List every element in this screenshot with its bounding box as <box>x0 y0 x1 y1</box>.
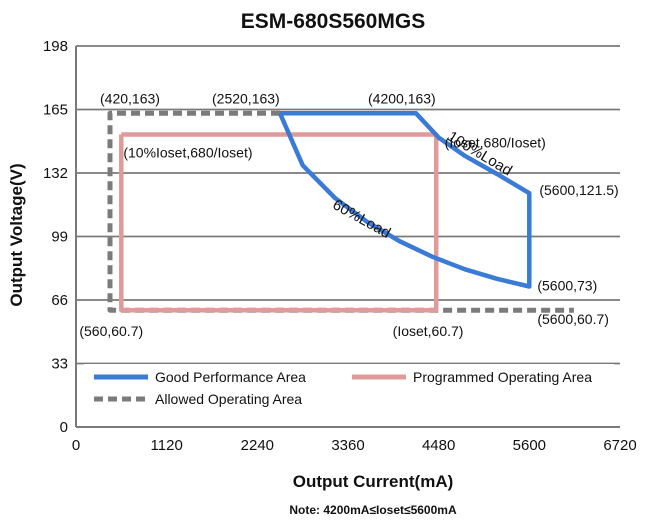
point-annotation: (560,60.7) <box>79 323 143 339</box>
point-annotation: (2520,163) <box>212 90 280 106</box>
x-axis-label: Output Current(mA) <box>293 472 454 491</box>
x-tick-label: 4480 <box>422 437 455 454</box>
x-tick-label: 6720 <box>603 437 636 454</box>
x-tick-label: 5600 <box>513 437 546 454</box>
y-ticks: 0 33 66 99 132 165 198 <box>43 38 68 436</box>
legend-label: Allowed Operating Area <box>155 391 302 407</box>
point-annotation: (Ioset,680/Ioset) <box>445 135 546 151</box>
x-tick-label: 0 <box>72 437 80 454</box>
point-annotation: (5600,60.7) <box>537 311 609 327</box>
good-performance-area-line <box>277 111 532 289</box>
point-annotation: (10%Ioset,680/Ioset) <box>123 145 252 161</box>
point-annotation: (5600,121.5) <box>539 182 618 198</box>
y-tick-label: 165 <box>43 102 68 119</box>
y-tick-label: 132 <box>43 165 68 182</box>
y-axis-label: Output Voltage(V) <box>7 163 26 306</box>
point-annotation: (5600,73) <box>537 278 597 294</box>
legend-background <box>84 364 614 416</box>
axes <box>75 46 620 428</box>
x-tick-label: 2240 <box>241 437 274 454</box>
programmed-operating-area-line <box>119 132 439 313</box>
x-tick-label: 1120 <box>151 437 183 454</box>
point-annotation: (4200,163) <box>368 90 436 106</box>
chart-title: ESM-680S560MGS <box>241 10 425 33</box>
legend: Good Performance Area Programmed Operatin… <box>84 364 614 416</box>
grid <box>76 45 620 365</box>
chart-note: Note: 4200mA≤Ioset≤5600mA <box>289 503 457 517</box>
y-tick-label: 99 <box>51 229 68 246</box>
annotations: (420,163) (2520,163) (4200,163) (Ioset,680/… <box>79 90 618 339</box>
legend-label: Programmed Operating Area <box>413 369 592 385</box>
allowed-operating-area-line <box>107 110 574 313</box>
point-annotation: (Ioset,60.7) <box>393 323 464 339</box>
legend-label: Good Performance Area <box>155 369 306 385</box>
series-group <box>107 110 574 313</box>
y-tick-label: 198 <box>43 38 68 55</box>
x-tick-label: 3360 <box>331 437 364 454</box>
y-tick-label: 33 <box>51 356 68 373</box>
y-tick-label: 66 <box>51 292 68 309</box>
y-tick-label: 0 <box>60 419 68 436</box>
x-ticks: 0 1120 2240 3360 4480 5600 6720 <box>72 437 637 454</box>
point-annotation: (420,163) <box>100 90 160 106</box>
